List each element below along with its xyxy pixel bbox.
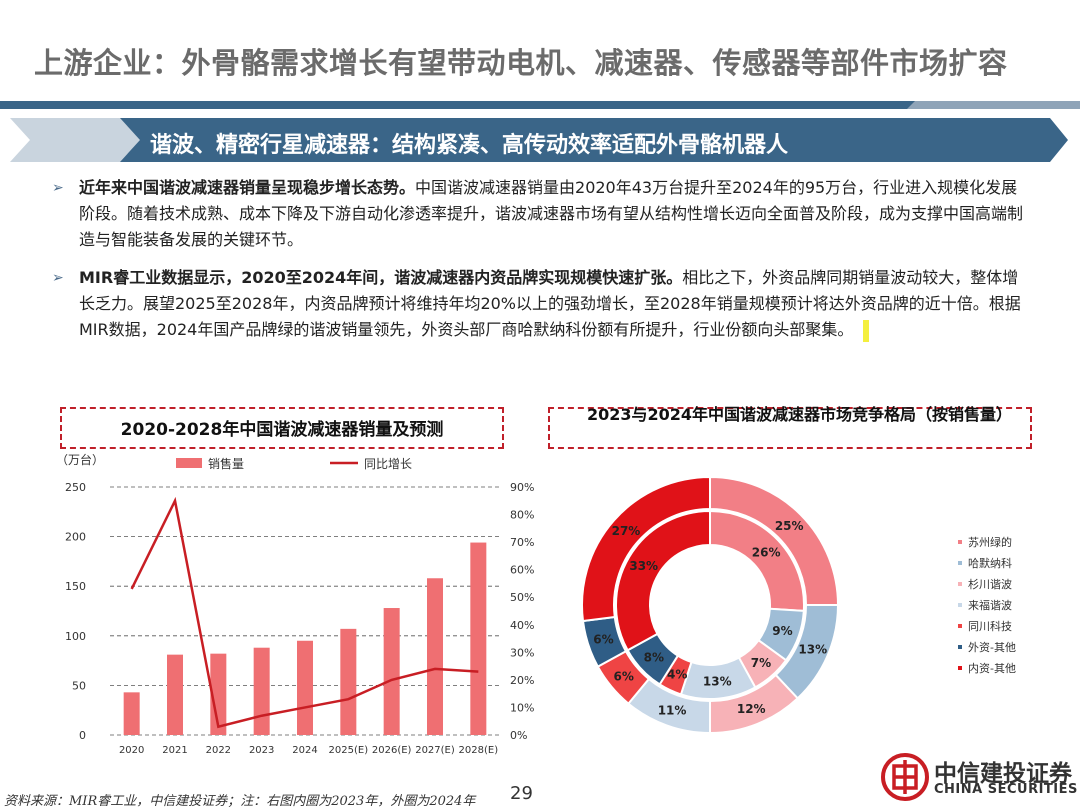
legend-label: 同比增长 xyxy=(364,457,412,471)
slice-label: 33% xyxy=(629,559,658,573)
company-logo-icon xyxy=(881,753,929,801)
y2-tick-label: 0% xyxy=(510,729,527,742)
x-tick-label: 2028(E) xyxy=(459,745,499,756)
x-tick-label: 2021 xyxy=(162,745,187,756)
slice-label: 9% xyxy=(772,624,792,638)
y2-tick-label: 30% xyxy=(510,646,534,659)
slice-label: 26% xyxy=(752,545,781,559)
y2-tick-label: 20% xyxy=(510,674,534,687)
slice-label: 13% xyxy=(703,675,732,689)
x-tick-label: 2024 xyxy=(292,745,317,756)
y2-tick-label: 60% xyxy=(510,564,534,577)
x-tick-label: 2022 xyxy=(206,745,231,756)
y-tick-label: 200 xyxy=(65,531,86,544)
bullet-heading: MIR睿工业数据显示，2020至2024年间，谐波减速器内资品牌实现规模快速扩张… xyxy=(79,268,683,287)
legend-swatch-bar xyxy=(176,458,202,468)
slice-label: 4% xyxy=(667,668,687,682)
bullet-text: 相比之下，外资品牌同期销量波动较大，整体增长乏力。展望2025至2028年，内资… xyxy=(79,268,1021,339)
legend-label: 苏州绿的 xyxy=(968,535,1012,549)
x-tick-label: 2026(E) xyxy=(372,745,412,756)
arrow-bullet-icon: ➢ xyxy=(52,270,64,286)
slice-label: 13% xyxy=(798,642,827,656)
donut-chart-title: 2023与2024年中国谐波减速器市场竞争格局（按销售量） xyxy=(586,405,1013,424)
bar-chart-title: 2020-2028年中国谐波减速器销量及预测 xyxy=(120,420,444,440)
growth-line xyxy=(130,496,479,729)
sales-bar-line-chart: （万台） 销售量 同比增长 0 50 100 150 200 250 0% 10% 20% 30%… xyxy=(56,452,534,756)
highlight-mark xyxy=(863,319,870,342)
slice-label: 11% xyxy=(658,703,687,717)
x-tick-label: 2023 xyxy=(249,745,274,756)
slice-label: 25% xyxy=(775,519,804,533)
slice-label: 12% xyxy=(737,702,766,716)
bullet-item: ➢ MIR睿工业数据显示，2020至2024年间，谐波减速器内资品牌实现规模快速… xyxy=(52,265,1032,343)
market-share-donut-chart: 25% 13% 12% 11% 6% 6% 27% 26% 9% 7% 13% 4%8% 33% 苏州绿… xyxy=(581,475,1016,735)
slice-label: 8% xyxy=(644,651,664,665)
header-divider xyxy=(0,101,1080,109)
y2-tick-label: 80% xyxy=(510,509,534,522)
y2-tick-label: 70% xyxy=(510,536,534,549)
y-tick-label: 150 xyxy=(65,580,86,593)
legend-swatch xyxy=(958,645,962,649)
arrow-bullet-icon: ➢ xyxy=(52,180,64,196)
y-tick-label: 100 xyxy=(65,630,86,643)
y-tick-label: 250 xyxy=(65,481,86,494)
legend-label: 外资-其他 xyxy=(968,641,1016,654)
bar xyxy=(297,640,313,735)
y2-tick-label: 90% xyxy=(510,481,534,494)
slice-label: 27% xyxy=(612,524,641,538)
section-banner xyxy=(10,118,1068,162)
bar xyxy=(340,628,357,735)
bar xyxy=(470,542,487,735)
x-tick-label: 2025(E) xyxy=(329,745,369,756)
legend-label: 来福谐波 xyxy=(968,598,1012,612)
legend-label: 销售量 xyxy=(208,456,244,471)
legend-swatch xyxy=(958,666,962,670)
legend-label: 内资-其他 xyxy=(968,661,1016,675)
bar xyxy=(253,647,270,735)
slice-label: 7% xyxy=(751,656,771,670)
y-axis-unit: （万台） xyxy=(56,452,104,467)
bar xyxy=(167,654,183,735)
slice-label: 6% xyxy=(593,633,613,647)
legend-label: 杉川谐波 xyxy=(968,577,1012,591)
source-note: 资料来源：MIR睿工业，中信建投证券；注：右图内圈为2023年，外圈为2024年 xyxy=(4,794,476,809)
company-name: 中信建投证券 xyxy=(934,761,1072,787)
bar xyxy=(210,653,227,735)
y-tick-label: 0 xyxy=(79,729,86,742)
legend-label: 同川科技 xyxy=(968,619,1012,633)
legend-swatch xyxy=(958,561,962,565)
company-name-en: CHINA SECURITIES xyxy=(934,782,1078,797)
chart-title-frame xyxy=(548,407,1032,449)
legend-swatch xyxy=(958,624,962,628)
page-title: 上游企业：外骨骼需求增长有望带动电机、减速器、传感器等部件市场扩容 xyxy=(34,46,1008,80)
legend-label: 哈默纳科 xyxy=(968,556,1012,570)
legend-swatch xyxy=(958,582,962,586)
legend-swatch xyxy=(958,540,962,544)
y2-tick-label: 10% xyxy=(510,701,534,714)
chart-legend: 销售量 同比增长 xyxy=(176,456,412,471)
bullet-text: 中国谐波减速器销量由2020年43万台提升至2024年的95万台，行业进入规模化… xyxy=(79,178,1024,249)
bullet-list: ➢ 近年来中国谐波减速器销量呈现稳步增长态势。中国谐波减速器销量由2020年43… xyxy=(52,175,1032,355)
slice-label: 6% xyxy=(614,669,634,683)
donut-slice xyxy=(581,475,711,623)
chart-title-frame xyxy=(60,407,504,449)
bullet-item: ➢ 近年来中国谐波减速器销量呈现稳步增长态势。中国谐波减速器销量由2020年43… xyxy=(52,175,1032,253)
y2-tick-label: 40% xyxy=(510,619,534,632)
bar xyxy=(383,608,400,735)
y2-tick-label: 50% xyxy=(510,591,534,604)
x-tick-label: 2020 xyxy=(119,745,144,756)
bar xyxy=(427,578,443,735)
banner-title: 谐波、精密行星减速器：结构紧凑、高传动效率适配外骨骼机器人 xyxy=(150,133,789,158)
page-number: 29 xyxy=(510,783,533,804)
donut-slice xyxy=(615,509,711,652)
bullet-heading: 近年来中国谐波减速器销量呈现稳步增长态势。 xyxy=(79,178,416,197)
x-tick-label: 2027(E) xyxy=(415,745,455,756)
bar xyxy=(123,692,140,735)
legend-swatch xyxy=(958,603,962,607)
y-tick-label: 50 xyxy=(72,679,86,692)
